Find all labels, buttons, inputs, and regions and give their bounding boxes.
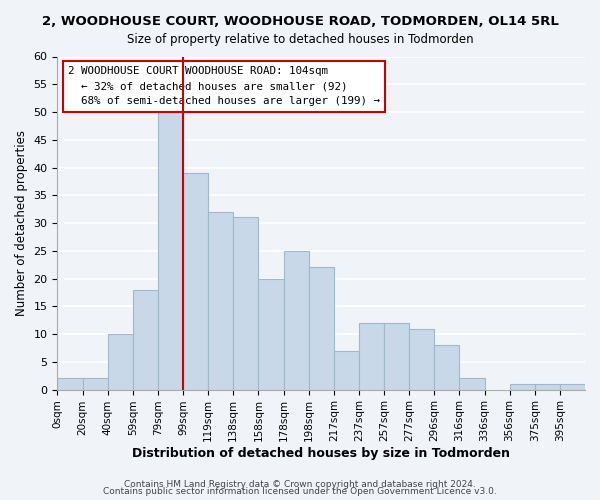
Bar — [384, 323, 409, 390]
Bar — [409, 328, 434, 390]
Bar — [460, 378, 485, 390]
Text: Contains HM Land Registry data © Crown copyright and database right 2024.: Contains HM Land Registry data © Crown c… — [124, 480, 476, 489]
Bar — [434, 345, 460, 390]
Bar — [308, 268, 334, 390]
Bar — [233, 218, 259, 390]
Bar — [560, 384, 585, 390]
Text: Size of property relative to detached houses in Todmorden: Size of property relative to detached ho… — [127, 32, 473, 46]
Bar — [334, 350, 359, 390]
Bar — [284, 251, 308, 390]
Y-axis label: Number of detached properties: Number of detached properties — [15, 130, 28, 316]
Bar — [208, 212, 233, 390]
Bar — [183, 173, 208, 390]
Bar — [535, 384, 560, 390]
Bar — [158, 112, 183, 390]
Text: Contains public sector information licensed under the Open Government Licence v3: Contains public sector information licen… — [103, 487, 497, 496]
Bar — [259, 278, 284, 390]
Text: 2, WOODHOUSE COURT, WOODHOUSE ROAD, TODMORDEN, OL14 5RL: 2, WOODHOUSE COURT, WOODHOUSE ROAD, TODM… — [41, 15, 559, 28]
Bar — [58, 378, 83, 390]
Bar — [133, 290, 158, 390]
Bar — [107, 334, 133, 390]
X-axis label: Distribution of detached houses by size in Todmorden: Distribution of detached houses by size … — [132, 447, 510, 460]
Bar — [83, 378, 107, 390]
Text: 2 WOODHOUSE COURT WOODHOUSE ROAD: 104sqm
  ← 32% of detached houses are smaller : 2 WOODHOUSE COURT WOODHOUSE ROAD: 104sqm… — [68, 66, 380, 106]
Bar — [359, 323, 384, 390]
Bar — [509, 384, 535, 390]
